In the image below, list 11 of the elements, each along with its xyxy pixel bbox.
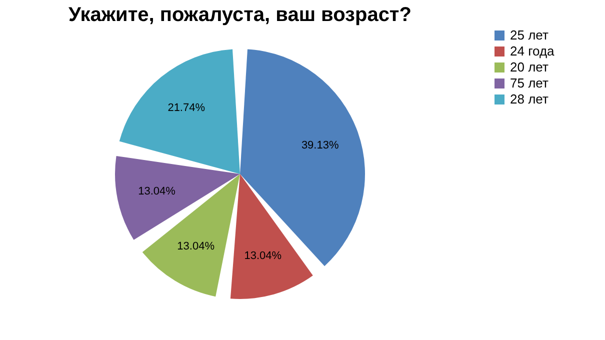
legend-label: 24 года xyxy=(510,44,556,58)
legend-label: 25 лет xyxy=(510,28,548,42)
data-label: 13.04% xyxy=(138,185,176,198)
data-label: 39.13% xyxy=(301,140,339,152)
legend-label: 75 лет xyxy=(510,76,548,90)
chart-title: Укажите, пожалуста, ваш возраст? xyxy=(68,4,412,26)
legend-label: 20 лет xyxy=(510,60,548,74)
data-label: 13.04% xyxy=(244,250,282,262)
data-label: 13.04% xyxy=(177,240,215,253)
data-label: 21.74% xyxy=(168,102,206,114)
legend-label: 28 лет xyxy=(510,92,548,106)
